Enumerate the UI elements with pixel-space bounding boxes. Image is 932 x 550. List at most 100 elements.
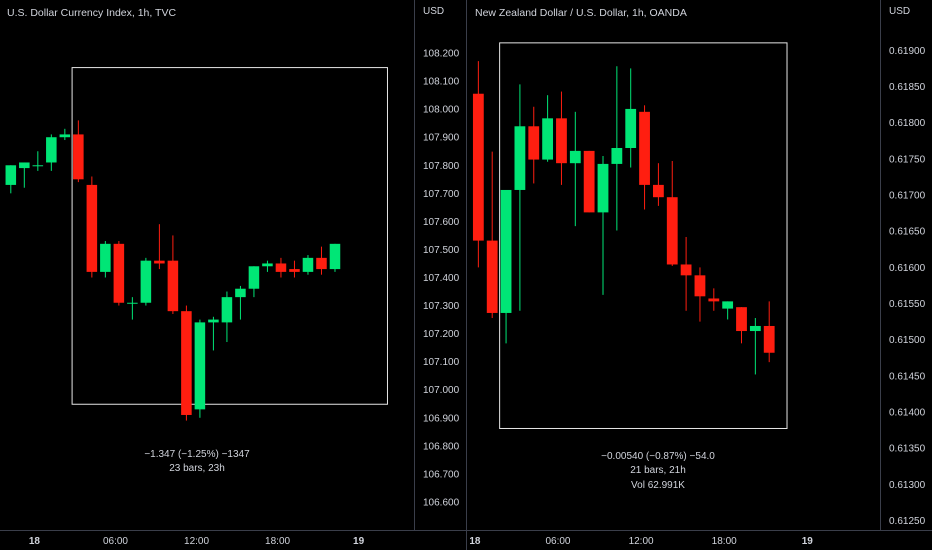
candle (289, 260, 300, 278)
candle (514, 84, 526, 311)
candle-body (653, 184, 664, 198)
candle-body (262, 263, 273, 267)
y-tick-label: 0.61700 (889, 191, 926, 202)
y-tick-label: 0.61300 (889, 480, 926, 491)
candle (86, 176, 98, 278)
y-tick-label: 107.000 (423, 385, 460, 396)
candle (5, 165, 17, 194)
candle (736, 307, 747, 344)
x-tick-label: 18 (29, 536, 41, 547)
candle (262, 260, 273, 272)
candle (763, 301, 775, 363)
y-tick-label: 0.61750 (889, 154, 926, 165)
candle-body (248, 266, 260, 289)
candle (127, 297, 138, 320)
candle-body (611, 147, 623, 164)
selection-box[interactable] (499, 42, 788, 429)
y-tick-label: 0.61800 (889, 118, 926, 129)
y-tick-label: 108.200 (423, 49, 460, 60)
candle-body (140, 260, 152, 303)
candle (625, 68, 637, 168)
chart-title: New Zealand Dollar / U.S. Dollar, 1h, OA… (475, 7, 687, 19)
candle-body (556, 118, 567, 164)
selection-box[interactable] (71, 67, 388, 405)
candle-body (666, 197, 678, 265)
candle-body (113, 243, 125, 303)
candle-body (514, 126, 526, 190)
candle (208, 316, 219, 351)
candle-body (235, 288, 246, 298)
measure-readout-line: 23 bars, 23h (169, 463, 225, 474)
y-tick-label: 106.600 (423, 497, 460, 508)
y-tick-label: 107.100 (423, 357, 460, 368)
candle-body (583, 150, 595, 213)
y-tick-label: 106.900 (423, 413, 460, 424)
x-tick-label: 12:00 (629, 536, 654, 547)
candle (316, 246, 327, 275)
x-axis[interactable]: 18 06:00 12:00 18:00 19 (469, 536, 813, 547)
measure-readout-line: −1.347 (−1.25%) −1347 (144, 449, 250, 460)
candles-series (5, 120, 341, 421)
candle (639, 105, 650, 210)
measure-readout: −1.347 (−1.25%) −1347 23 bars, 23h (144, 449, 250, 474)
y-tick-label: 107.600 (423, 217, 460, 228)
candle-body (694, 275, 706, 297)
candle-body (749, 325, 761, 332)
candle (528, 106, 540, 184)
candle (583, 150, 595, 213)
y-tick-label: 108.100 (423, 77, 460, 88)
candle (666, 161, 678, 266)
y-axis[interactable]: 108.200 108.100 108.000 107.900 107.800 107.7… (423, 49, 460, 509)
candle-body (680, 264, 692, 276)
y-axis[interactable]: 0.61900 0.61850 0.61800 0.61750 0.61700 0.616… (889, 46, 926, 527)
x-tick-label: 19 (802, 536, 814, 547)
y-tick-label: 108.000 (423, 105, 460, 116)
y-tick-label: 0.61550 (889, 299, 926, 310)
measure-readout-line: 21 bars, 21h (630, 465, 686, 476)
y-axis-unit: USD (889, 6, 910, 17)
chart-panel-nzdusd[interactable]: New Zealand Dollar / U.S. Dollar, 1h, OA… (469, 6, 925, 547)
y-tick-label: 0.61600 (889, 263, 926, 274)
candle-body (289, 269, 300, 272)
candle (302, 255, 314, 275)
candle (500, 189, 512, 344)
candle-body (486, 240, 498, 313)
candle (329, 243, 341, 272)
measure-readout-line: Vol 62.991K (631, 480, 685, 491)
candle (680, 236, 692, 311)
candle (722, 301, 734, 320)
candle-body (708, 298, 720, 302)
candle (611, 66, 623, 231)
candle (194, 319, 206, 418)
candle-body (194, 322, 206, 410)
y-tick-label: 0.61900 (889, 46, 926, 57)
candle-body (167, 260, 179, 312)
candle (181, 305, 192, 421)
candle (472, 61, 484, 268)
chart-panel-dxy[interactable]: U.S. Dollar Currency Index, 1h, TVC USD … (5, 6, 460, 547)
candle-body (100, 243, 111, 272)
x-axis[interactable]: 18 06:00 12:00 18:00 19 (29, 536, 365, 547)
candle (73, 120, 84, 183)
candle (235, 285, 246, 320)
candle-body (5, 165, 17, 185)
candle-body (181, 311, 192, 415)
candles-series (472, 61, 775, 375)
candle-body (316, 257, 327, 270)
candle (248, 266, 260, 298)
candle (19, 162, 30, 188)
candle-body (208, 319, 219, 323)
candle (32, 151, 44, 171)
y-tick-label: 0.61350 (889, 444, 926, 455)
candle-body (86, 184, 98, 272)
measure-selection[interactable] (499, 42, 788, 429)
candle (167, 235, 179, 314)
candle-body (569, 150, 581, 164)
x-tick-label: 19 (353, 536, 365, 547)
candle-body (472, 93, 484, 241)
x-tick-label: 18 (469, 536, 481, 547)
measure-selection[interactable] (71, 67, 388, 405)
candle (749, 318, 761, 375)
y-tick-label: 107.900 (423, 133, 460, 144)
candle-body (329, 243, 341, 270)
